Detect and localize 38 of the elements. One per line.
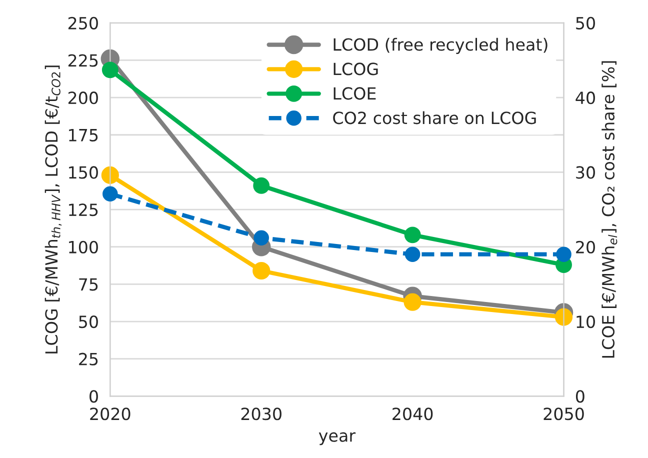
y-tick-label: 100 [69, 240, 98, 254]
point [102, 62, 118, 78]
x-tick-label: 2050 [544, 408, 584, 420]
point [252, 262, 270, 280]
point [404, 293, 422, 311]
point [253, 177, 270, 194]
y2-axis-title: LCOE [€/MWh$_{el}$], CO₂ cost share [%] [602, 61, 618, 358]
x-tick-label: 2040 [392, 408, 433, 420]
point [101, 166, 119, 184]
y-tick-label: 25 [79, 352, 98, 366]
point [404, 246, 420, 262]
y2-tick-label: 10 [576, 315, 595, 328]
y-tick-label: 225 [68, 54, 98, 67]
y-tick-label: 175 [69, 129, 98, 142]
y-tick-label: 50 [79, 315, 98, 328]
point [404, 226, 421, 244]
x-axis-title: year [318, 432, 356, 446]
x-tick-label: 2030 [241, 408, 282, 420]
y-axis-title: LCOG [€/MWh$_{th,HHV}$], LCOD [€/t$_{CO2}$] [44, 66, 62, 354]
legend-label: CO2 cost share on LCOG [333, 111, 536, 124]
y2-tick-label: 50 [576, 16, 595, 30]
y-tick-label: 75 [79, 278, 98, 291]
legend-label: LCOE [334, 87, 376, 100]
y2-tick-label: 20 [576, 240, 595, 254]
y2-tick-label: 40 [576, 92, 595, 104]
x-tick-label: 2020 [90, 408, 130, 420]
y-tick-label: 125 [69, 203, 98, 216]
point [254, 230, 269, 246]
point [556, 246, 572, 262]
y-tick-label: 200 [68, 92, 98, 104]
y2-tick-label: 0 [576, 390, 584, 403]
y-tick-label: 0 [90, 390, 98, 403]
y2-tick-label: 30 [576, 166, 595, 179]
point [102, 186, 118, 202]
legend-label: LCOG [334, 62, 378, 76]
legend-label: LCOD (free recycled heat) [334, 38, 548, 54]
y-tick-label: 250 [68, 16, 98, 30]
y-tick-label: 150 [69, 166, 98, 179]
